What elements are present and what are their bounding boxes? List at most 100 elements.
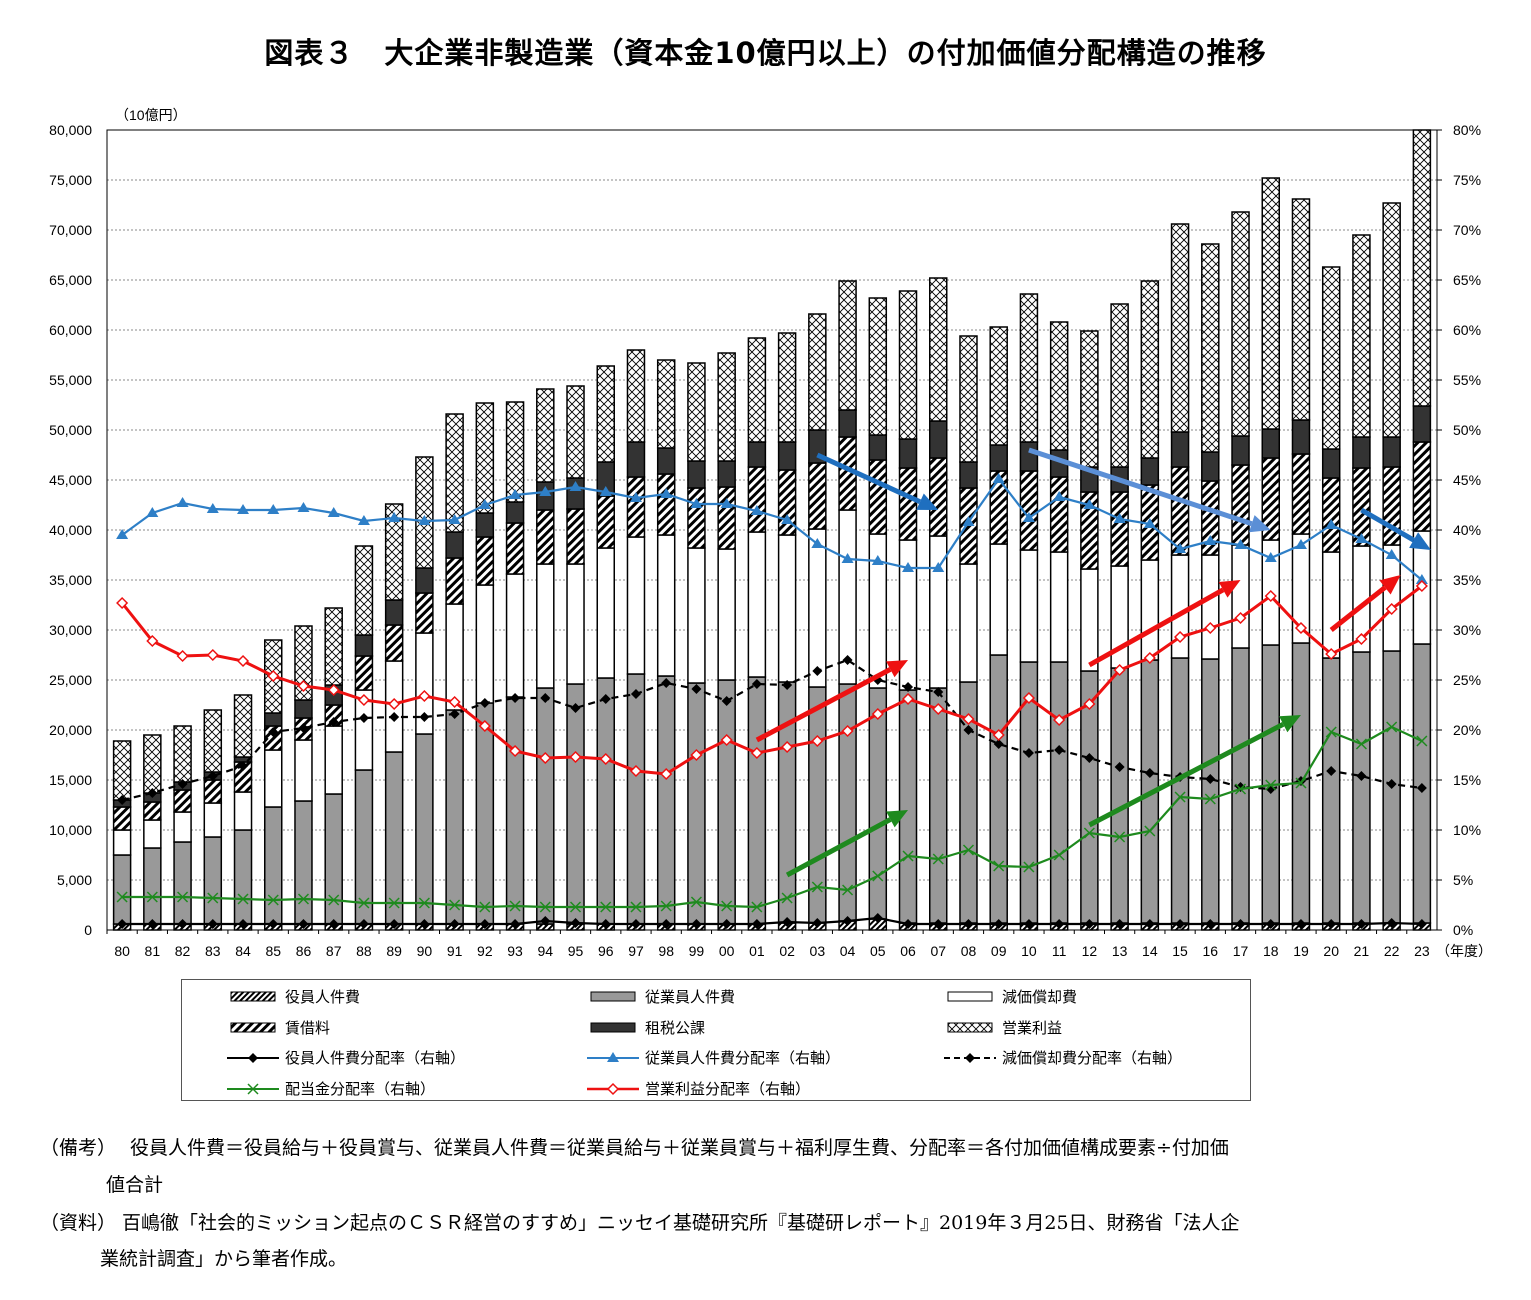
y2-tick-label: 15%: [1453, 772, 1481, 788]
data-point-x: [751, 901, 763, 913]
trend-arrow-head: [886, 810, 909, 828]
bar-segment-tax: [929, 420, 948, 459]
series-line: [122, 916, 1422, 926]
legend-swatch-icon: [230, 991, 276, 1001]
data-point-diamond: [842, 655, 853, 665]
source-text: 百嶋徹「社会的ミッション起点のＣＳＲ経営のすすめ」ニッセイ基礎研究所『基礎研レポ…: [122, 1212, 1240, 1234]
data-point-triangle: [629, 492, 642, 502]
legend-item: 従業員人件費: [587, 986, 735, 1007]
x-tick-label: 18: [1263, 943, 1279, 959]
bar-segment-depreciation: [1049, 551, 1069, 663]
bar-segment-tax: [626, 441, 646, 478]
data-point-diamond: [1355, 632, 1368, 646]
bar-segment-rent: [596, 495, 615, 549]
data-point-triangle: [781, 514, 794, 524]
data-point-x: [449, 899, 461, 911]
data-point-diamond: [1326, 919, 1337, 929]
bar-segment-op: [112, 740, 132, 801]
bar-segment-op: [203, 709, 223, 773]
x-tick-label: 89: [386, 943, 402, 959]
data-point-x: [842, 884, 854, 896]
x-tick-label: 98: [658, 943, 674, 959]
data-point-diamond: [510, 919, 521, 929]
data-point-x: [479, 901, 491, 913]
x-tick-label: 05: [870, 943, 886, 959]
data-point-diamond: [116, 596, 129, 610]
x-tick-label: 12: [1082, 943, 1098, 959]
data-point-diamond: [1205, 774, 1216, 784]
bar-segment-depreciation: [1080, 568, 1099, 672]
data-point-diamond: [1235, 919, 1246, 929]
data-point-diamond: [1023, 748, 1034, 758]
data-point-triangle: [750, 505, 763, 515]
bar-segment-rent: [505, 522, 525, 575]
data-point-diamond: [903, 682, 914, 692]
data-point-x: [1053, 849, 1065, 861]
bar-segment-depreciation: [1231, 544, 1250, 649]
chart-legend: 役員人件費 従業員人件費 減価償却費 賃借料 租税公課 営業利益 役員人件費分配率（右軸） 従…: [181, 979, 1251, 1101]
data-point-triangle: [569, 481, 582, 491]
bar-segment-tax: [1140, 457, 1160, 486]
bar-segment-rent: [1049, 476, 1069, 553]
y-tick-label: 10,000: [49, 822, 92, 838]
bar-segment-depreciation: [1201, 554, 1220, 660]
data-point-x: [1204, 793, 1216, 805]
data-point-x: [116, 891, 128, 903]
data-point-diamond: [327, 683, 340, 697]
bar-segment-tax: [354, 634, 374, 657]
bar-segment-op: [777, 332, 797, 443]
bar-segment-op: [838, 280, 857, 411]
y-tick-label: 80,000: [49, 122, 92, 138]
data-point-diamond: [146, 634, 159, 648]
data-point-diamond: [1174, 630, 1187, 644]
data-point-diamond: [1083, 697, 1096, 711]
y-tick-label: 50,000: [49, 422, 92, 438]
data-point-diamond: [419, 712, 430, 722]
y2-tick-label: 70%: [1453, 222, 1481, 238]
data-point-diamond: [600, 694, 611, 704]
bar-segment-rent: [868, 459, 888, 535]
data-point-x: [872, 870, 884, 882]
bar-segment-tax: [898, 438, 918, 469]
bar-segment-employee: [505, 696, 525, 925]
bar-segment-op: [1291, 198, 1311, 421]
bar-segment-op: [747, 337, 767, 443]
data-point-diamond: [781, 740, 794, 754]
trend-arrow-head: [1248, 515, 1271, 533]
bar-segment-op: [808, 313, 827, 431]
data-point-triangle: [509, 489, 522, 499]
bar-segment-op: [868, 297, 888, 436]
data-point-diamond: [509, 744, 522, 758]
data-point-diamond: [691, 684, 702, 694]
data-point-x: [690, 896, 702, 908]
bar-segment-op: [687, 362, 706, 462]
data-point-diamond: [1416, 783, 1427, 793]
data-point-triangle: [599, 486, 612, 496]
legend-label: 減価償却費: [1002, 988, 1078, 1006]
y-tick-label: 75,000: [49, 172, 92, 188]
bar-segment-rent: [143, 801, 162, 821]
bar-segment-tax: [1201, 451, 1220, 482]
legend-item: 営業利益: [944, 1017, 1062, 1038]
x-tick-label: 80: [114, 943, 130, 959]
y-tick-label: 70,000: [49, 222, 92, 238]
series-line: [120, 584, 1423, 776]
data-point-triangle: [237, 504, 250, 514]
bar-segment-tax: [1352, 436, 1371, 469]
data-point-triangle: [418, 515, 431, 525]
bar-segment-op: [1261, 177, 1280, 430]
data-point-triangle: [357, 515, 370, 525]
data-point-diamond: [782, 680, 793, 690]
bar-segment-op: [1049, 321, 1069, 451]
data-point-diamond: [1113, 663, 1126, 677]
data-point-x: [781, 892, 793, 904]
data-point-diamond: [297, 679, 310, 693]
y2-tick-label: 50%: [1453, 422, 1481, 438]
data-point-diamond: [1265, 919, 1276, 929]
bar-segment-employee: [687, 682, 706, 925]
x-tick-label: 00: [719, 943, 735, 959]
data-point-diamond: [932, 702, 945, 716]
bar-segment-employee: [929, 687, 948, 924]
bar-segment-depreciation: [1321, 551, 1341, 659]
y-tick-label: 35,000: [49, 572, 92, 588]
